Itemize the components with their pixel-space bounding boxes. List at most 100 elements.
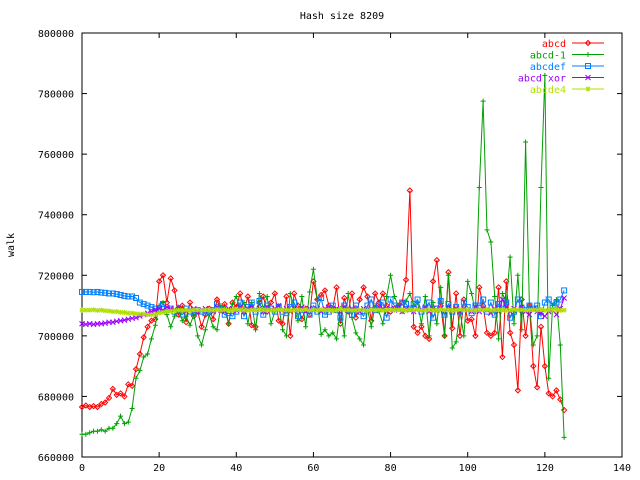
data-point [310,266,316,272]
data-point [248,322,255,329]
data-point [545,390,552,397]
y-tick-label: 760000 [38,150,74,161]
data-point [195,307,201,313]
data-point [418,321,424,327]
data-point [233,293,239,299]
data-point [445,272,451,278]
data-point [445,307,451,313]
data-point [537,323,545,330]
data-point [460,299,467,306]
data-point [113,291,120,298]
data-point [87,430,93,436]
data-point [118,309,124,315]
data-point [114,309,120,315]
data-point [476,307,482,313]
data-point [98,289,105,296]
data-point [101,399,109,406]
data-point [526,307,532,313]
data-point [140,334,147,341]
data-point [469,290,475,296]
data-point [403,301,409,308]
data-point [585,52,591,57]
x-tick-label: 40 [230,463,242,474]
x-tick-label: 140 [613,463,631,474]
data-point [279,320,286,327]
data-point [164,304,170,310]
data-point [198,323,205,330]
data-point [141,311,147,317]
data-point [371,290,379,297]
data-point [356,296,363,303]
data-point [272,307,278,313]
data-point [395,307,401,313]
data-point [553,311,560,318]
data-point [225,320,232,327]
data-point [399,307,405,313]
data-point [480,307,486,313]
data-point [287,332,294,340]
data-point [236,290,244,297]
data-point [241,307,247,313]
data-point [303,307,309,313]
data-point [226,307,232,313]
data-point [268,321,274,327]
data-point [172,308,178,314]
data-point [82,402,90,409]
data-point [403,307,409,313]
data-point [330,330,336,336]
data-point [484,307,490,313]
data-point [129,406,135,412]
data-point [411,307,417,313]
data-point [322,327,328,333]
series-abcd-1 [79,72,567,440]
data-point [303,324,309,330]
data-point [160,309,166,315]
data-point [233,307,239,313]
series-abcde4 [79,307,567,318]
data-point [156,310,162,316]
data-point [364,307,370,313]
data-point [199,307,205,313]
data-point [384,307,390,313]
series-line [82,75,565,438]
y-tick-label: 720000 [38,271,74,282]
data-point [318,307,324,313]
data-point [133,311,139,317]
data-point [245,321,251,327]
data-point [476,184,482,190]
data-point [256,290,262,296]
data-point [210,307,216,313]
x-tick-label: 60 [307,463,319,474]
data-point [507,314,514,321]
data-point [514,296,521,303]
data-point [226,321,232,327]
data-point [491,329,498,337]
data-point [94,403,101,411]
data-point [109,290,116,297]
data-point [110,425,116,431]
data-point [117,291,124,298]
data-point [260,293,267,300]
data-point [585,74,591,81]
data-point [129,310,135,316]
data-point [430,314,436,321]
data-point [499,290,505,296]
data-point [345,290,351,296]
data-point [179,307,185,313]
data-point [133,375,139,381]
series-layer [78,72,568,440]
data-point [264,293,270,299]
data-point [318,295,325,301]
data-point [341,333,347,339]
data-point [553,307,559,313]
data-point [348,290,356,297]
data-point [117,390,124,397]
data-point [353,307,359,313]
data-point [506,329,514,337]
data-point [523,139,529,145]
data-point [183,307,189,313]
y-axis-label: walk [6,233,17,257]
data-point [519,307,525,313]
data-point [337,307,343,313]
